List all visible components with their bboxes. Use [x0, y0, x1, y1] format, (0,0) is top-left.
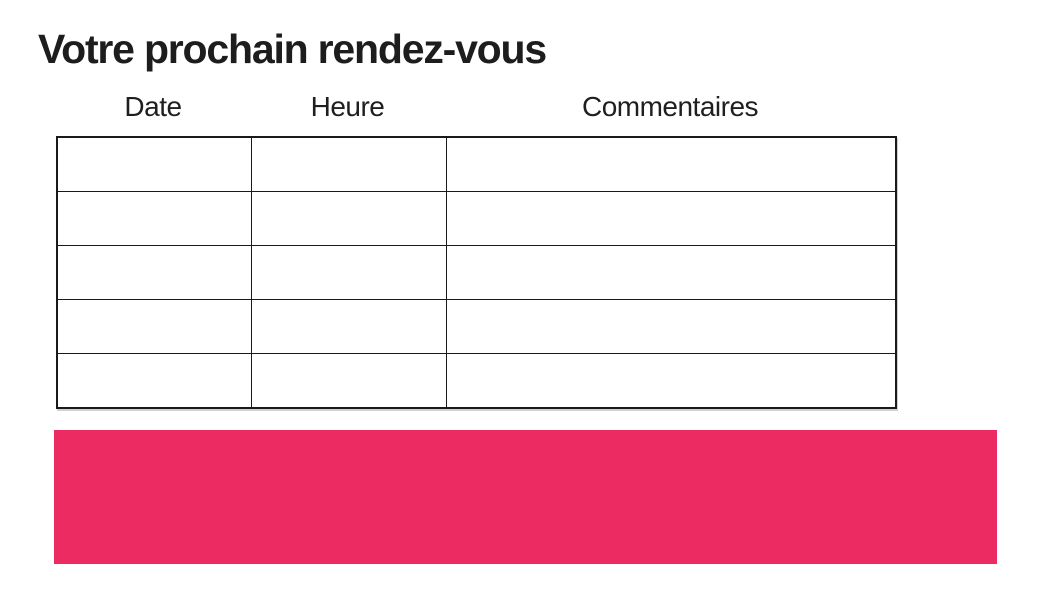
page-title: Votre prochain rendez-vous: [38, 26, 547, 72]
table-cell: [56, 190, 252, 246]
table-row: [56, 299, 897, 355]
appointments-table: [56, 136, 897, 409]
table-cell: [445, 136, 897, 192]
table-cell: [445, 299, 897, 355]
pink-banner: [54, 430, 997, 564]
table-cell: [56, 244, 252, 301]
column-header-date: Date: [124, 91, 182, 122]
column-header-heure: Heure: [310, 91, 385, 122]
table-cell: [250, 244, 447, 301]
table-cell: [445, 353, 897, 409]
table-cell: [250, 190, 447, 246]
table-row: [56, 190, 897, 246]
table-cell: [445, 190, 897, 246]
table-cell: [56, 353, 252, 409]
table-cell: [250, 299, 447, 355]
table-cell: [250, 353, 447, 409]
table-row: [56, 353, 897, 409]
table-cell: [56, 299, 252, 355]
table-row: [56, 244, 897, 301]
table-cell: [445, 244, 897, 301]
table-cell: [56, 136, 252, 192]
column-header-commentaires: Commentaires: [581, 91, 759, 122]
table-cell: [250, 136, 447, 192]
table-column-headers: Date Heure Commentaires: [56, 91, 895, 123]
table-row: [56, 136, 897, 192]
